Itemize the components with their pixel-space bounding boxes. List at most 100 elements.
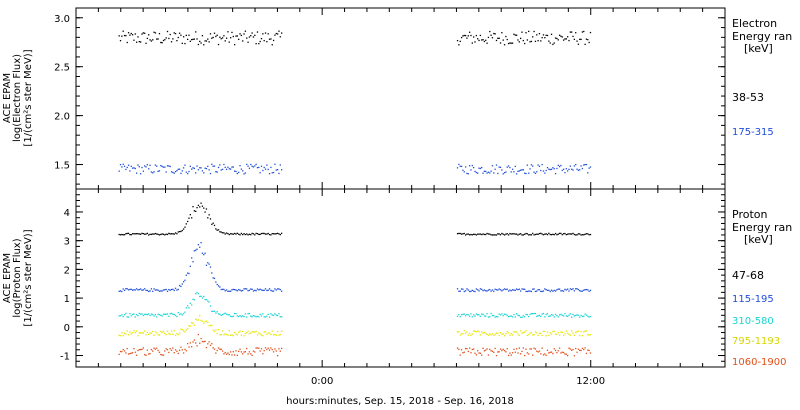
data-point [150,171,153,173]
data-point [144,330,146,332]
data-point [195,342,197,344]
data-point [467,233,469,235]
data-point [189,165,191,168]
data-point [267,289,269,291]
data-point [173,313,175,316]
data-point [166,165,169,167]
data-point [220,348,222,350]
data-point [467,350,469,353]
data-point [521,288,523,290]
data-point [459,334,461,336]
data-point [490,34,492,36]
data-point [231,31,233,34]
data-point [463,351,465,353]
data-point [471,316,473,318]
data-point [463,330,465,332]
data-point [536,332,538,334]
data-point [495,289,498,291]
data-point [474,290,476,293]
data-point [236,290,238,292]
data-point [247,41,249,43]
data-point [495,315,498,318]
data-point [252,36,255,38]
data-point [579,349,581,352]
data-point [525,313,527,316]
data-point [246,233,248,235]
data-point [528,353,530,355]
data-point [581,315,584,318]
data-point [195,210,197,213]
data-point [236,232,238,234]
data-point [165,171,167,173]
data-point [497,233,499,235]
data-point [211,324,213,327]
data-point [119,350,122,353]
data-point [579,38,581,40]
data-point [493,172,495,174]
data-point [536,315,538,318]
data-point [152,350,154,352]
data-point [497,351,499,353]
data-point [251,288,253,290]
data-point [173,233,175,235]
data-point [576,168,578,170]
data-point [148,34,150,36]
data-point [569,313,571,315]
data-point [267,313,269,315]
data-point [126,316,128,318]
data-point [225,232,228,234]
data-point [552,352,554,355]
data-point [521,169,523,171]
data-point [220,314,222,316]
data-point [129,34,131,36]
data-point [263,39,265,42]
data-point [579,334,581,337]
data-point [141,166,143,169]
data-point [460,349,463,351]
electron-legend-38-53: 38-53 [732,91,764,104]
data-point [217,285,220,287]
data-point [215,352,217,354]
data-point [456,347,459,349]
data-point [157,334,159,336]
data-point [509,232,511,235]
data-point [205,40,208,42]
data-point [164,313,166,315]
data-point [256,347,259,349]
data-point [201,170,204,172]
data-point [215,312,217,314]
data-point [212,277,214,279]
data-point [501,32,503,34]
data-point [270,313,272,315]
data-point [251,165,253,167]
data-point [560,35,562,37]
data-point [145,334,147,336]
data-point [174,287,177,289]
data-point [119,315,122,317]
data-point [466,233,468,235]
data-point [123,289,126,292]
data-point [507,332,510,334]
data-point [146,289,149,292]
data-point [581,167,584,170]
data-point [583,234,585,236]
data-point [473,36,475,38]
data-point [561,331,563,333]
data-point [536,171,538,173]
data-point [499,314,502,316]
data-point [556,289,558,291]
data-point [185,34,187,37]
data-point [550,33,553,35]
data-point [470,34,472,37]
data-point [137,164,139,166]
data-point [182,228,185,230]
data-point [506,331,508,333]
data-point [587,172,589,174]
data-point [513,33,515,35]
data-point [169,313,171,315]
data-point [157,233,159,236]
data-point [203,341,205,343]
proton-legend-115-195: 115-195 [732,294,774,305]
data-point [169,233,171,235]
data-point [212,222,214,224]
